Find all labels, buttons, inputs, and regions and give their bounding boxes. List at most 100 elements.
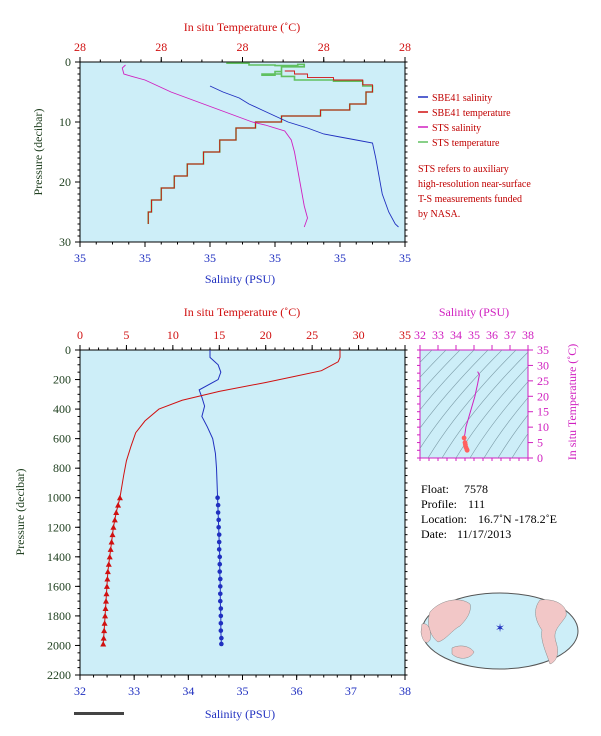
world-map: ✶ (420, 592, 579, 670)
density-contour (483, 397, 528, 458)
salinity-marker (215, 502, 221, 508)
profile-value: 111 (468, 497, 485, 511)
density-contour (420, 350, 489, 429)
salinity-marker (218, 606, 224, 611)
density-contour (497, 414, 528, 458)
density-contour (420, 350, 461, 394)
bottom-chart-left-tick-label: 0 (65, 343, 71, 357)
top-chart-bottom-ticks: 35 35 35 35 35 35 (74, 242, 411, 265)
ts-chart-right-axis-label: In situ Temperature (˚C) (565, 344, 579, 461)
temperature-marker (103, 583, 110, 589)
bottom-chart-left-tick-label: 200 (53, 373, 71, 387)
top-chart-top-tick-label: 28 (318, 40, 330, 54)
bottom-chart-top-tick-label: 30 (353, 328, 365, 342)
location-value: 16.7˚N -178.2˚E (478, 512, 557, 526)
legend-label: SBE41 temperature (432, 108, 511, 119)
sts-note-line-2: high-resolution near-surface (418, 179, 531, 190)
ts-chart-top-tick-label: 37 (504, 328, 516, 342)
bottom-chart-left-tick-label: 1600 (47, 579, 71, 593)
top-chart-bottom-tick-label: 35 (204, 251, 216, 265)
legend-label: STS temperature (432, 138, 500, 149)
top-chart-plot-area (79, 61, 406, 243)
temperature-marker (105, 561, 112, 567)
series-sts-salinity (121, 64, 308, 228)
bottom-chart-top-ticks: 0 5 10 15 20 25 30 35 (77, 328, 411, 350)
ts-chart-right-tick-label: 0 (537, 451, 543, 465)
density-contour (441, 351, 528, 458)
top-chart-top-tick-label: 28 (74, 40, 86, 54)
top-chart-top-tick-label: 28 (237, 40, 249, 54)
top-chart-top-tick-label: 28 (155, 40, 167, 54)
top-chart-left-tick-label: 10 (59, 115, 71, 129)
salinity-marker (216, 547, 222, 552)
bottom-chart-bottom-tick-label: 32 (74, 684, 86, 698)
temperature-marker (100, 640, 107, 647)
float-info: Float: 7578 Profile: 111 Location: 16.7˚… (421, 482, 557, 541)
salinity-marker (217, 576, 223, 582)
salinity-marker (218, 628, 224, 633)
density-contour (420, 350, 475, 411)
temperature-marker (103, 590, 110, 597)
bottom-chart-bottom-tick-label: 33 (128, 684, 140, 698)
salinity-marker (215, 495, 220, 501)
density-contour (469, 381, 528, 458)
salinity-marker (217, 569, 223, 574)
salinity-marker (217, 591, 223, 597)
salinity-marker (216, 524, 221, 530)
density-contour (420, 350, 433, 363)
temperature-marker (102, 605, 109, 612)
ts-chart-plot-area (419, 349, 529, 459)
top-chart-top-tick-label: 28 (399, 40, 411, 54)
temperature-marker (111, 516, 118, 523)
density-contour (427, 350, 517, 458)
bottom-chart-left-tick-label: 800 (53, 461, 71, 475)
sts-note: STS refers to auxiliary high-resolution … (418, 164, 531, 220)
temperature-marker (113, 509, 120, 515)
ts-chart-right-tick-label: 20 (537, 389, 549, 403)
temperature-marker (104, 575, 111, 582)
ts-density-contours (420, 350, 528, 458)
bottom-chart-left-tick-label: 2200 (47, 668, 71, 682)
top-chart-top-axis-label: In situ Temperature (˚C) (184, 20, 301, 34)
bottom-chart-left-tick-label: 1000 (47, 491, 71, 505)
salinity-marker (217, 561, 223, 567)
top-chart-left-axis-label: Pressure (decibar) (31, 109, 45, 196)
bottom-chart-bottom-tick-label: 37 (345, 684, 357, 698)
salinity-marker (219, 641, 224, 647)
bottom-chart-left-ticks: 0 200 400 600 800 1000 1200 1400 1600 1800 2000 220… (47, 343, 408, 682)
ts-chart-top-tick-label: 36 (486, 328, 498, 342)
salinity-marker (216, 517, 221, 523)
ts-chart-top-tick-label: 34 (450, 328, 462, 342)
float-label: Float: (421, 482, 449, 496)
sts-note-line-1: STS refers to auxiliary (418, 164, 509, 175)
temperature-marker (104, 568, 111, 575)
temperature-marker (110, 524, 117, 530)
map-land-australia (451, 645, 475, 659)
legend-label: SBE41 salinity (432, 93, 492, 104)
sts-note-line-4: by NASA. (418, 209, 460, 220)
salinity-marker (217, 554, 223, 560)
footer-mark (74, 712, 124, 715)
legend: SBE41 salinity SBE41 temperature STS salin… (418, 93, 511, 149)
top-chart-left-ticks: 0 10 20 30 (59, 55, 408, 249)
bottom-chart-left-tick-label: 2000 (47, 638, 71, 652)
density-contour (511, 433, 528, 458)
bottom-chart-left-tick-label: 400 (53, 402, 71, 416)
salinity-marker (218, 613, 224, 619)
temperature-marker (115, 502, 122, 508)
salinity-marker (217, 584, 223, 589)
density-contour (420, 350, 503, 449)
salinity-marker (215, 510, 221, 515)
bottom-chart-top-tick-label: 5 (123, 328, 129, 342)
top-chart-bottom-tick-label: 35 (269, 251, 281, 265)
ts-chart-top-ticks: 32 33 34 35 36 37 38 (414, 328, 534, 461)
bottom-chart-top-tick-label: 10 (167, 328, 179, 342)
ts-chart-top-tick-label: 35 (468, 328, 480, 342)
ts-chart-right-tick-label: 25 (537, 374, 549, 388)
top-chart-bottom-tick-label: 35 (139, 251, 151, 265)
bottom-chart-bottom-tick-label: 34 (182, 684, 194, 698)
salinity-marker (219, 635, 224, 641)
